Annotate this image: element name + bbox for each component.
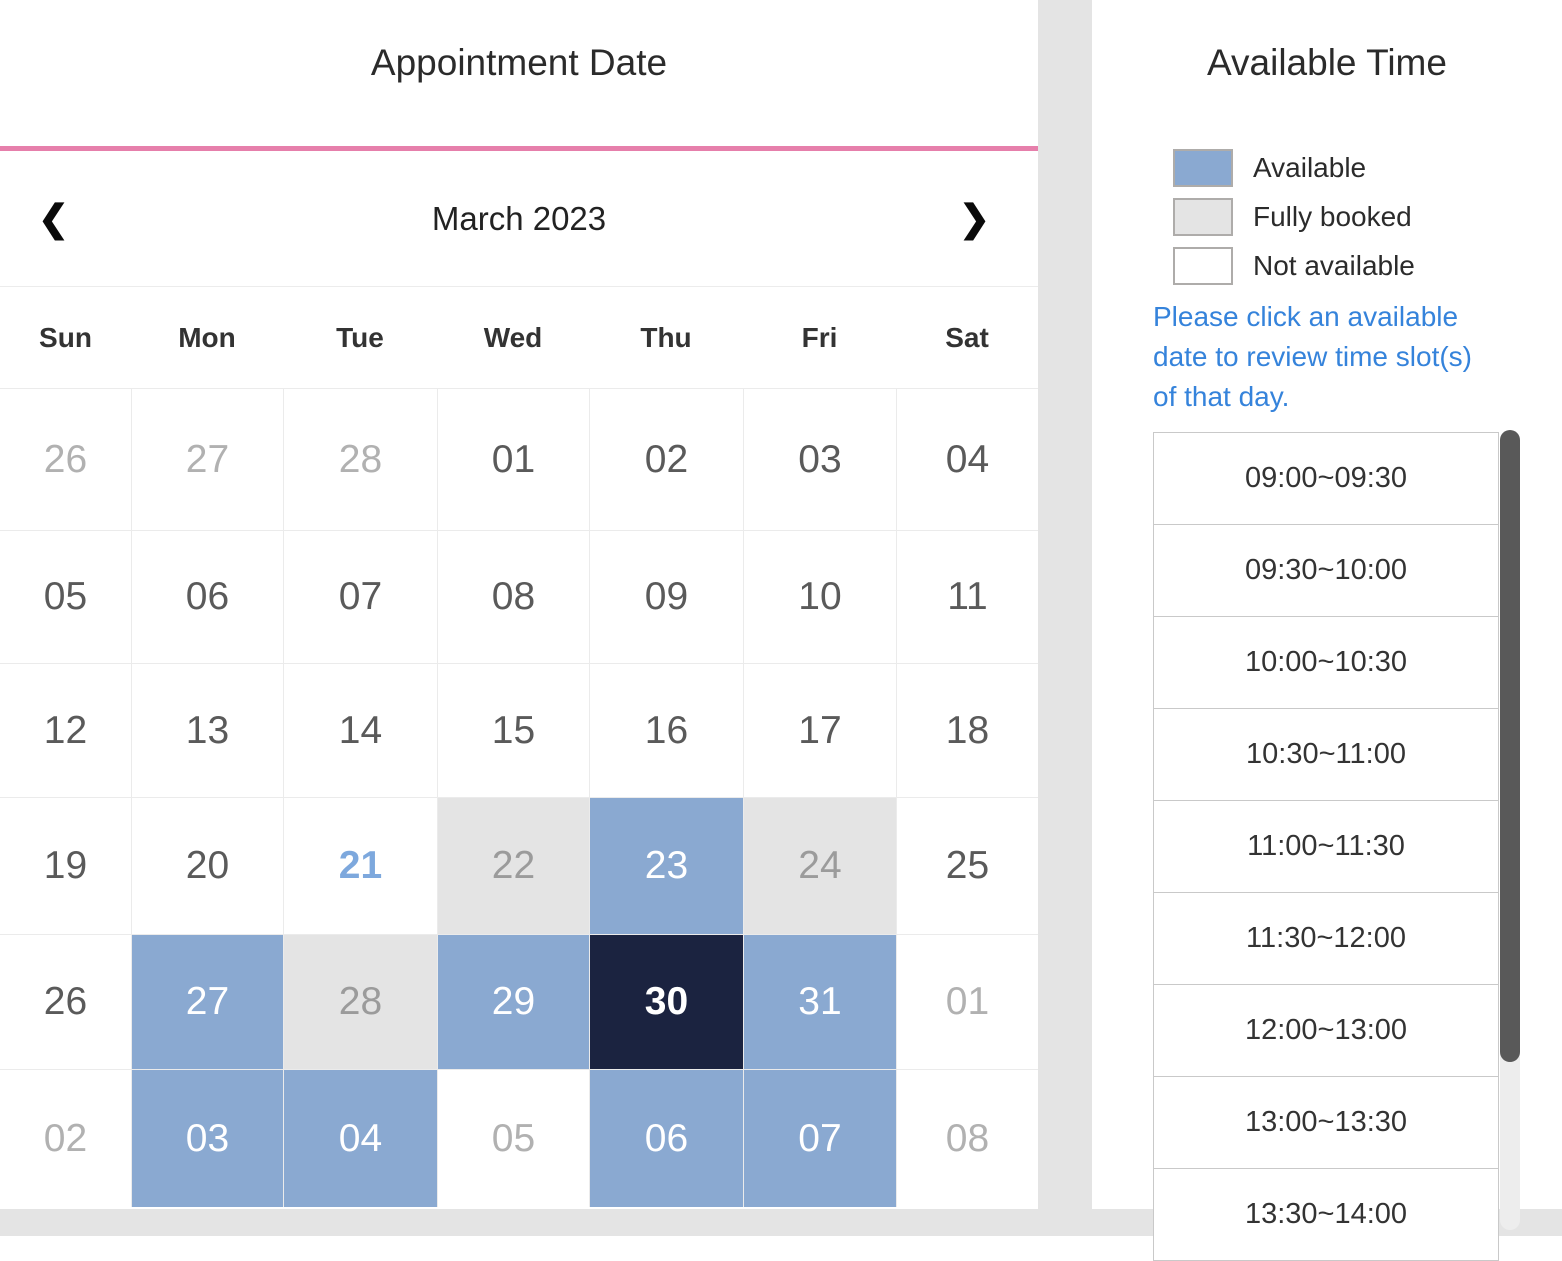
date-cell-27: 27 — [131, 388, 283, 530]
weekday-label: Wed — [483, 321, 543, 353]
date-grid: 26 27 28 01 02 03 04 05 06 07 08 09 10 11 12 13 14 15 16 17… — [0, 388, 1038, 1207]
date-cell-07: 07 — [283, 530, 437, 663]
date-cell-25: 25 — [896, 797, 1038, 934]
weekday-label: Fri — [801, 321, 838, 353]
date-cell-05: 05 — [0, 530, 131, 663]
legend-row-booked: Fully booked — [1173, 198, 1415, 236]
date-cell-12: 12 — [0, 663, 131, 797]
date-cell-16: 16 — [589, 663, 743, 797]
available-swatch — [1173, 149, 1233, 187]
date-cell-28: 28 — [283, 934, 437, 1069]
month-label: March 2023 — [431, 200, 607, 237]
weekday-label: Sat — [945, 321, 989, 353]
date-cell-04: 04 — [896, 388, 1038, 530]
time-slot[interactable]: 12:00~13:00 — [1153, 984, 1499, 1077]
legend-label: Available — [1253, 152, 1367, 183]
date-cell-24: 24 — [743, 797, 896, 934]
weekday-label: Mon — [178, 321, 236, 353]
date-cell-07[interactable]: 07 — [743, 1069, 896, 1207]
date-cell-30[interactable]: 30 — [589, 934, 743, 1069]
date-cell-14: 14 — [283, 663, 437, 797]
date-cell-03[interactable]: 03 — [131, 1069, 283, 1207]
date-cell-09: 09 — [589, 530, 743, 663]
legend-label: Fully booked — [1253, 201, 1412, 232]
date-cell-18: 18 — [896, 663, 1038, 797]
weekday-label: Thu — [640, 321, 692, 353]
date-cell-31[interactable]: 31 — [743, 934, 896, 1069]
weekday-header-row: Sun Mon Tue Wed Thu Fri Sat — [0, 286, 1038, 388]
date-cell-21[interactable]: 21 — [283, 797, 437, 934]
time-slot[interactable]: 13:00~13:30 — [1153, 1076, 1499, 1169]
time-slot[interactable]: 10:30~11:00 — [1153, 708, 1499, 801]
next-month-button[interactable]: ❯ — [959, 151, 990, 286]
legend-label: Not available — [1253, 250, 1415, 281]
calendar-nav: ❮ March 2023 ❯ — [0, 151, 1038, 286]
time-slot[interactable]: 13:30~14:00 — [1153, 1168, 1499, 1261]
appointment-date-panel: Appointment Date ❮ March 2023 ❯ Sun Mon Tu… — [0, 42, 1038, 1207]
date-cell-20: 20 — [131, 797, 283, 934]
date-cell-29[interactable]: 29 — [437, 934, 589, 1069]
date-cell-26: 26 — [0, 388, 131, 530]
time-slot-list: 09:00~09:30 09:30~10:00 10:00~10:30 10:30~1… — [1153, 432, 1499, 1261]
appointment-date-title: Appointment Date — [370, 42, 668, 83]
date-cell-01: 01 — [896, 934, 1038, 1069]
legend-row-not-available: Not available — [1173, 247, 1415, 285]
date-cell-04[interactable]: 04 — [283, 1069, 437, 1207]
weekday-label: Sun — [39, 321, 92, 353]
vertical-scrollbar-thumb[interactable] — [1500, 430, 1520, 1062]
chevron-left-icon: ❮ — [38, 198, 70, 239]
date-cell-15: 15 — [437, 663, 589, 797]
date-cell-26: 26 — [0, 934, 131, 1069]
not-available-swatch — [1173, 247, 1233, 285]
date-cell-02: 02 — [0, 1069, 131, 1207]
prev-month-button[interactable]: ❮ — [38, 151, 69, 286]
date-cell-13: 13 — [131, 663, 283, 797]
calendar-table: Sun Mon Tue Wed Thu Fri Sat 26 27 28 01 02 03 04 05 06… — [0, 286, 1038, 1207]
date-cell-03: 03 — [743, 388, 896, 530]
time-slot[interactable]: 09:30~10:00 — [1153, 524, 1499, 617]
available-time-title: Available Time — [1207, 42, 1447, 83]
date-cell-22: 22 — [437, 797, 589, 934]
date-cell-19: 19 — [0, 797, 131, 934]
date-cell-01: 01 — [437, 388, 589, 530]
date-cell-02: 02 — [589, 388, 743, 530]
time-slot[interactable]: 10:00~10:30 — [1153, 616, 1499, 709]
date-cell-08: 08 — [437, 530, 589, 663]
instruction-text: Please click an available date to review… — [1153, 301, 1472, 412]
time-slot[interactable]: 09:00~09:30 — [1153, 432, 1499, 525]
chevron-right-icon: ❯ — [958, 198, 990, 239]
panel-divider — [1038, 0, 1092, 1236]
date-cell-05: 05 — [437, 1069, 589, 1207]
date-cell-10: 10 — [743, 530, 896, 663]
available-time-panel: Available Time Available Fully booked No… — [1092, 0, 1562, 1261]
date-cell-06: 06 — [131, 530, 283, 663]
date-cell-17: 17 — [743, 663, 896, 797]
weekday-label: Tue — [336, 321, 384, 353]
time-slot[interactable]: 11:00~11:30 — [1153, 800, 1499, 893]
fully-booked-swatch — [1173, 198, 1233, 236]
date-cell-27[interactable]: 27 — [131, 934, 283, 1069]
legend: Available Fully booked Not available — [1173, 149, 1415, 296]
date-cell-06[interactable]: 06 — [589, 1069, 743, 1207]
date-cell-28: 28 — [283, 388, 437, 530]
date-cell-08: 08 — [896, 1069, 1038, 1207]
date-cell-11: 11 — [896, 530, 1038, 663]
legend-row-available: Available — [1173, 149, 1415, 187]
time-slot[interactable]: 11:30~12:00 — [1153, 892, 1499, 985]
title-divider — [0, 146, 1038, 151]
date-cell-23[interactable]: 23 — [589, 797, 743, 934]
